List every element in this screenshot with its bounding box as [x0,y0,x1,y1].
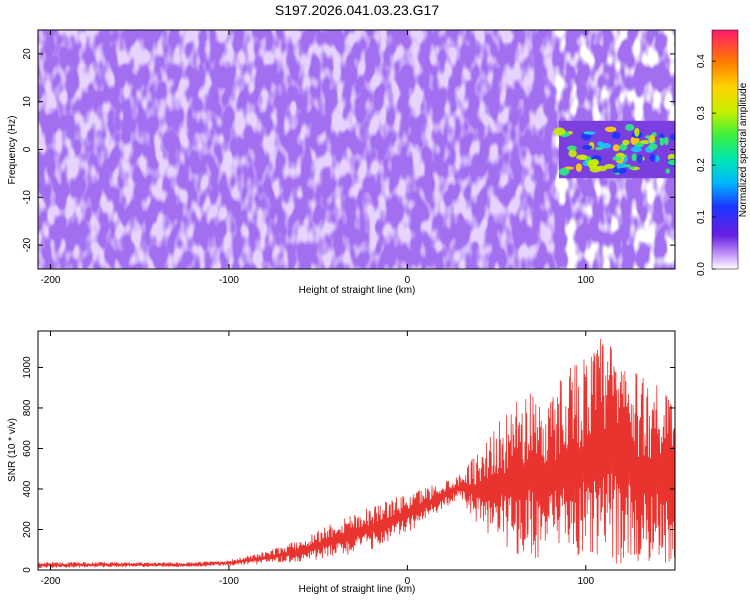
top-y-tick-label: -20 [22,237,33,252]
heatmap-band-cell [612,167,619,174]
heatmap-band-cell [619,143,628,151]
heatmap-band-cell [622,139,630,146]
bottom-y-ticks: 0 200 400 600 800 1000 [22,356,675,573]
top-x-axis-label: Height of straight line (km) [299,285,416,296]
heatmap-band-cell [595,146,603,151]
heatmap-band-cell [576,154,588,160]
top-y-tick-label: 20 [22,48,33,60]
heatmap-band-cell [639,140,650,145]
bottom-x-tick-label: 0 [405,576,411,587]
heatmap-band-cell [624,164,631,168]
heatmap-band-cell [567,145,577,151]
heatmap-band-cell [628,166,635,170]
bottom-y-tick-label: 1000 [22,356,33,379]
heatmap-band-cell [648,143,658,151]
snr-panel: -200 -100 0 100 0 200 400 600 800 1000 Height of… [7,330,676,595]
heatmap-band-cell [670,133,675,141]
heatmap-band-cell [587,159,598,169]
heatmap-band-highlights [553,124,675,176]
heatmap-band-cell [649,154,656,162]
heatmap-speckle [38,30,556,269]
colorbar-tick-label: 0.2 [696,158,707,172]
top-y-axis-label: Frequency (Hz) [7,116,18,185]
bottom-y-tick-label: 200 [22,521,33,538]
heatmap-band-cell [667,159,675,166]
heatmap-band-cell [611,131,621,139]
colorbar-ticks: 0.0 0.1 0.2 0.3 0.4 [696,54,716,276]
heatmap-band-cell [630,146,643,153]
top-y-tick-label: 10 [22,96,33,108]
top-x-tick-label: 100 [577,275,594,286]
colorbar: 0.0 0.1 0.2 0.3 0.4 Normalized spectral ampl… [696,29,749,276]
bottom-x-ticks: -200 -100 0 100 [40,331,595,587]
top-y-tick-label: 0 [22,146,33,152]
colorbar-gradient [711,29,739,270]
heatmap-band-cell [568,149,577,158]
top-x-tick-label: 0 [405,275,411,286]
top-y-ticks: 20 10 0 -10 -20 [22,48,675,252]
top-x-tick-label: -100 [219,275,239,286]
bottom-plot-frame [37,330,676,571]
heatmap-band-cell [637,154,643,163]
heatmap-band-cell [553,127,566,136]
heatmap-band-cell [634,127,640,137]
colorbar-tick-label: 0.4 [696,54,707,68]
bottom-x-tick-label: -100 [219,576,239,587]
colorbar-tick-label: 0.0 [696,262,707,276]
heatmap-band-cell [604,126,617,133]
top-x-ticks: -200 -100 0 100 [40,30,595,286]
chart-title: S197.2026.041.03.23.G17 [275,2,439,18]
heatmap-band-cell [634,142,644,148]
top-x-tick-label: -200 [40,275,60,286]
heatmap-band-cell [597,141,604,147]
bottom-x-axis-label: Height of straight line (km) [299,584,416,595]
heatmap-band-cell [604,164,615,169]
bottom-x-tick-label: 100 [577,576,594,587]
heatmap-band-cell [558,167,570,176]
heatmap-band-cell [617,167,627,174]
heatmap-band-cell [645,135,651,139]
bottom-y-tick-label: 600 [22,440,33,457]
heatmap-band-cell [612,156,623,161]
heatmap-band-cell [616,161,626,169]
heatmap-band-cell [663,136,669,146]
snr-series-line [38,338,675,568]
heatmap-band-cell [582,144,593,150]
heatmap-band-cell [625,124,635,131]
heatmap-band-cell [665,168,670,174]
heatmap-band-cell [659,133,665,139]
bottom-y-tick-label: 800 [22,399,33,416]
bottom-y-tick-label: 0 [22,567,33,573]
colorbar-label: Normalized spectral amplitude [738,82,749,217]
bottom-y-axis-label: SNR (10 * v/v) [7,418,18,482]
colorbar-tick-label: 0.1 [696,210,707,224]
top-y-tick-label: -10 [22,190,33,205]
bottom-y-tick-label: 400 [22,480,33,497]
heatmap-band-cell [612,144,620,152]
heatmap-band-cell [585,131,596,135]
heatmap-band-cell [631,153,637,162]
heatmap-band-cell [575,163,583,172]
colorbar-tick-label: 0.3 [696,106,707,120]
heatmap-band-cell [654,155,660,162]
bottom-x-tick-label: -200 [40,576,60,587]
